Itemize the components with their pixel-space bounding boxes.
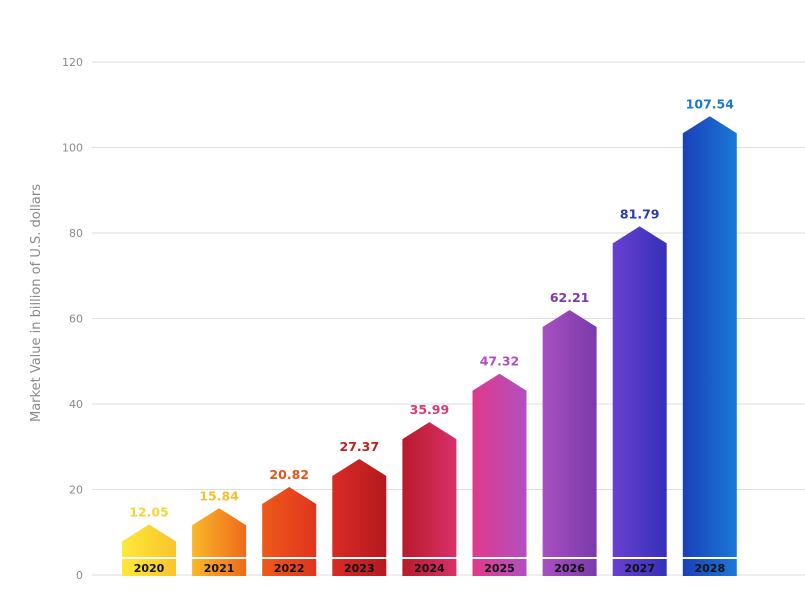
data-label: 35.99 (410, 402, 450, 417)
bar (122, 524, 176, 557)
data-label: 15.84 (199, 488, 239, 503)
bar (612, 226, 667, 557)
x-tick-label: 2022 (274, 562, 305, 575)
x-tick-label: 2024 (414, 562, 445, 575)
data-label: 20.82 (269, 467, 309, 482)
bar-2026: 2026 62.21 (542, 290, 597, 576)
y-tick-label: 0 (76, 569, 83, 582)
data-label: 81.79 (620, 206, 660, 221)
bar (402, 422, 457, 557)
data-label: 62.21 (550, 290, 590, 305)
y-tick-label: 100 (62, 142, 83, 155)
y-tick-label: 60 (69, 313, 83, 326)
x-tick-label: 2027 (624, 562, 655, 575)
x-tick-label: 2020 (134, 562, 165, 575)
bar (192, 508, 247, 557)
data-label: 47.32 (480, 354, 520, 369)
bar-2022: 2022 20.82 (262, 467, 317, 576)
y-tick-label: 40 (69, 398, 83, 411)
bar (332, 458, 387, 557)
y-tick-label: 120 (62, 56, 83, 69)
year-band (542, 559, 597, 576)
data-label: 107.54 (686, 96, 735, 111)
bar (472, 373, 527, 557)
year-band (682, 559, 737, 576)
bar-2024: 2024 35.99 (402, 402, 457, 576)
x-tick-label: 2026 (554, 562, 585, 575)
bar-2028: 2028 107.54 (682, 96, 737, 576)
year-band (472, 559, 527, 576)
bar (682, 116, 737, 557)
y-axis-title: Market Value in billion of U.S. dollars (29, 184, 44, 422)
year-band (332, 559, 387, 576)
bar-2020: 2020 12.05 (122, 504, 176, 576)
bar-2027: 2027 81.79 (612, 206, 667, 576)
x-tick-label: 2025 (484, 562, 515, 575)
x-tick-label: 2023 (344, 562, 375, 575)
x-tick-label: 2021 (204, 562, 235, 575)
gridlines (92, 61, 805, 576)
year-band (192, 559, 247, 576)
year-band (402, 559, 457, 576)
year-band (262, 559, 317, 576)
y-axis-ticks: 0 20 40 60 80 100 120 (62, 56, 83, 582)
bar-2025: 2025 47.32 (472, 354, 527, 576)
bars: 2020 12.05 2021 15.84 2022 20.82 2023 27.37 2024… (122, 96, 737, 576)
year-band (612, 559, 667, 576)
y-tick-label: 20 (69, 484, 83, 497)
bar (542, 310, 597, 557)
bar-2021: 2021 15.84 (192, 488, 247, 576)
data-label: 27.37 (340, 439, 380, 454)
bar-2023: 2023 27.37 (332, 439, 387, 576)
x-tick-label: 2028 (694, 562, 725, 575)
y-tick-label: 80 (69, 227, 83, 240)
data-label: 12.05 (129, 504, 169, 519)
bar (262, 486, 317, 557)
year-band (122, 559, 176, 576)
